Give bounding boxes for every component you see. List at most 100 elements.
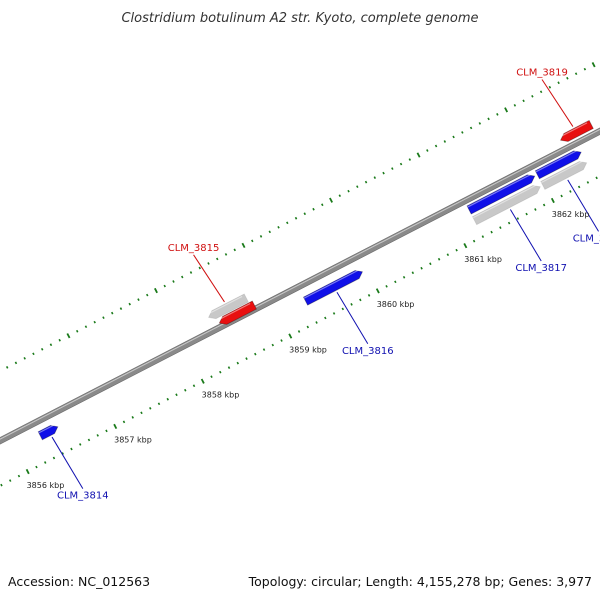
inner-tick: [586, 181, 590, 184]
outer-tick: [5, 366, 9, 369]
gene-feature[interactable]: [540, 161, 588, 190]
outer-tick: [321, 203, 324, 207]
inner-tick: [131, 416, 134, 419]
outer-tick: [233, 248, 236, 252]
outer-tick: [347, 189, 350, 193]
gene-label[interactable]: CLM_3817: [515, 263, 567, 274]
kbp-tick-label: 3856 kbp: [27, 481, 65, 490]
outer-tick: [391, 167, 394, 170]
accession-text: Accession: NC_012563: [8, 574, 150, 589]
outer-tick: [356, 185, 359, 189]
outer-tick: [496, 113, 499, 116]
inner-tick: [52, 456, 56, 460]
outer-tick: [478, 122, 482, 125]
outer-tick: [416, 152, 421, 158]
gene-features: [37, 119, 594, 441]
inner-tick: [577, 185, 581, 189]
map-title: Clostridium botulinum A2 str. Kyoto, com…: [121, 11, 478, 26]
kbp-tick-label: 3857 kbp: [114, 436, 152, 445]
outer-tick: [557, 81, 560, 85]
gene-feature[interactable]: [218, 300, 257, 325]
gene-label[interactable]: CLM_3818: [573, 233, 600, 244]
gene-gloss: [535, 150, 578, 173]
inner-tick: [420, 266, 423, 270]
outer-tick: [591, 62, 596, 68]
outer-tick: [338, 194, 342, 198]
inner-tick: [140, 411, 143, 415]
gene-feature[interactable]: [208, 293, 249, 320]
inner-tick: [157, 402, 161, 406]
gene-feature[interactable]: [559, 119, 594, 142]
gene-gloss: [541, 160, 583, 184]
inner-tick: [542, 203, 546, 207]
outer-tick: [119, 307, 123, 310]
gene-label-leader: [193, 254, 225, 303]
outer-tick: [382, 171, 385, 175]
outer-tick: [154, 287, 158, 294]
inner-tick: [227, 366, 231, 369]
inner-tick: [402, 275, 406, 279]
gene-feature[interactable]: [471, 185, 541, 226]
inner-tick: [359, 298, 362, 302]
outer-tick: [452, 135, 455, 139]
inner-tick: [219, 370, 222, 374]
inner-tick: [516, 217, 520, 220]
inner-tick: [375, 288, 380, 294]
inner-tick: [200, 378, 205, 384]
outer-tick: [32, 352, 35, 356]
inner-tick: [25, 468, 30, 475]
inner-tick: [332, 312, 336, 315]
gene-label-leader: [51, 436, 84, 489]
inner-tick: [79, 443, 82, 446]
outer-tick: [373, 176, 377, 179]
inner-tick: [560, 194, 563, 198]
gene-gloss: [303, 269, 359, 299]
inner-tick: [236, 361, 239, 365]
backbone-bar: [0, 127, 600, 445]
outer-tick: [364, 180, 368, 184]
outer-tick: [513, 103, 517, 107]
gene-label[interactable]: CLM_3815: [168, 243, 220, 254]
outer-tick: [93, 320, 96, 324]
outer-tick: [443, 140, 447, 143]
outer-tick: [461, 131, 464, 134]
gene-label[interactable]: CLM_3814: [57, 491, 109, 502]
kbp-tick-label: 3858 kbp: [202, 391, 240, 400]
gene-label-leader: [336, 291, 369, 345]
gene-feature[interactable]: [37, 425, 59, 441]
outer-tick: [241, 242, 246, 249]
inner-tick: [96, 434, 99, 437]
outer-tick: [49, 343, 53, 347]
inner-tick: [429, 262, 432, 266]
gene-label[interactable]: CLM_3819: [516, 67, 568, 78]
inner-tick: [149, 406, 152, 410]
gene-gloss: [467, 174, 531, 208]
inner-tick: [254, 352, 257, 356]
outer-tick: [259, 235, 263, 238]
inner-tick: [105, 429, 108, 433]
inner-tick: [113, 423, 118, 430]
outer-tick: [522, 99, 525, 103]
outer-tick: [303, 212, 306, 216]
outer-tick-track: [5, 62, 596, 369]
outer-tick: [128, 302, 131, 306]
inner-tick: [184, 388, 187, 392]
gene-label[interactable]: CLM_3816: [342, 346, 394, 357]
inner-tick: [280, 339, 283, 342]
outer-tick: [469, 126, 473, 130]
inner-tick: [166, 397, 169, 401]
gene-gloss: [38, 424, 54, 434]
inner-tick: [394, 280, 397, 284]
outer-tick: [294, 216, 298, 220]
inner-tick-track: [0, 176, 598, 487]
outer-tick: [268, 230, 271, 234]
outer-tick: [137, 298, 140, 301]
inner-tick: [341, 307, 345, 311]
inner-tick: [297, 330, 301, 333]
gene-feature[interactable]: [534, 150, 582, 180]
gene-feature[interactable]: [302, 270, 364, 306]
outer-tick: [408, 158, 412, 161]
outer-tick: [504, 107, 509, 113]
gene-feature[interactable]: [466, 174, 536, 215]
outer-tick: [216, 257, 219, 261]
